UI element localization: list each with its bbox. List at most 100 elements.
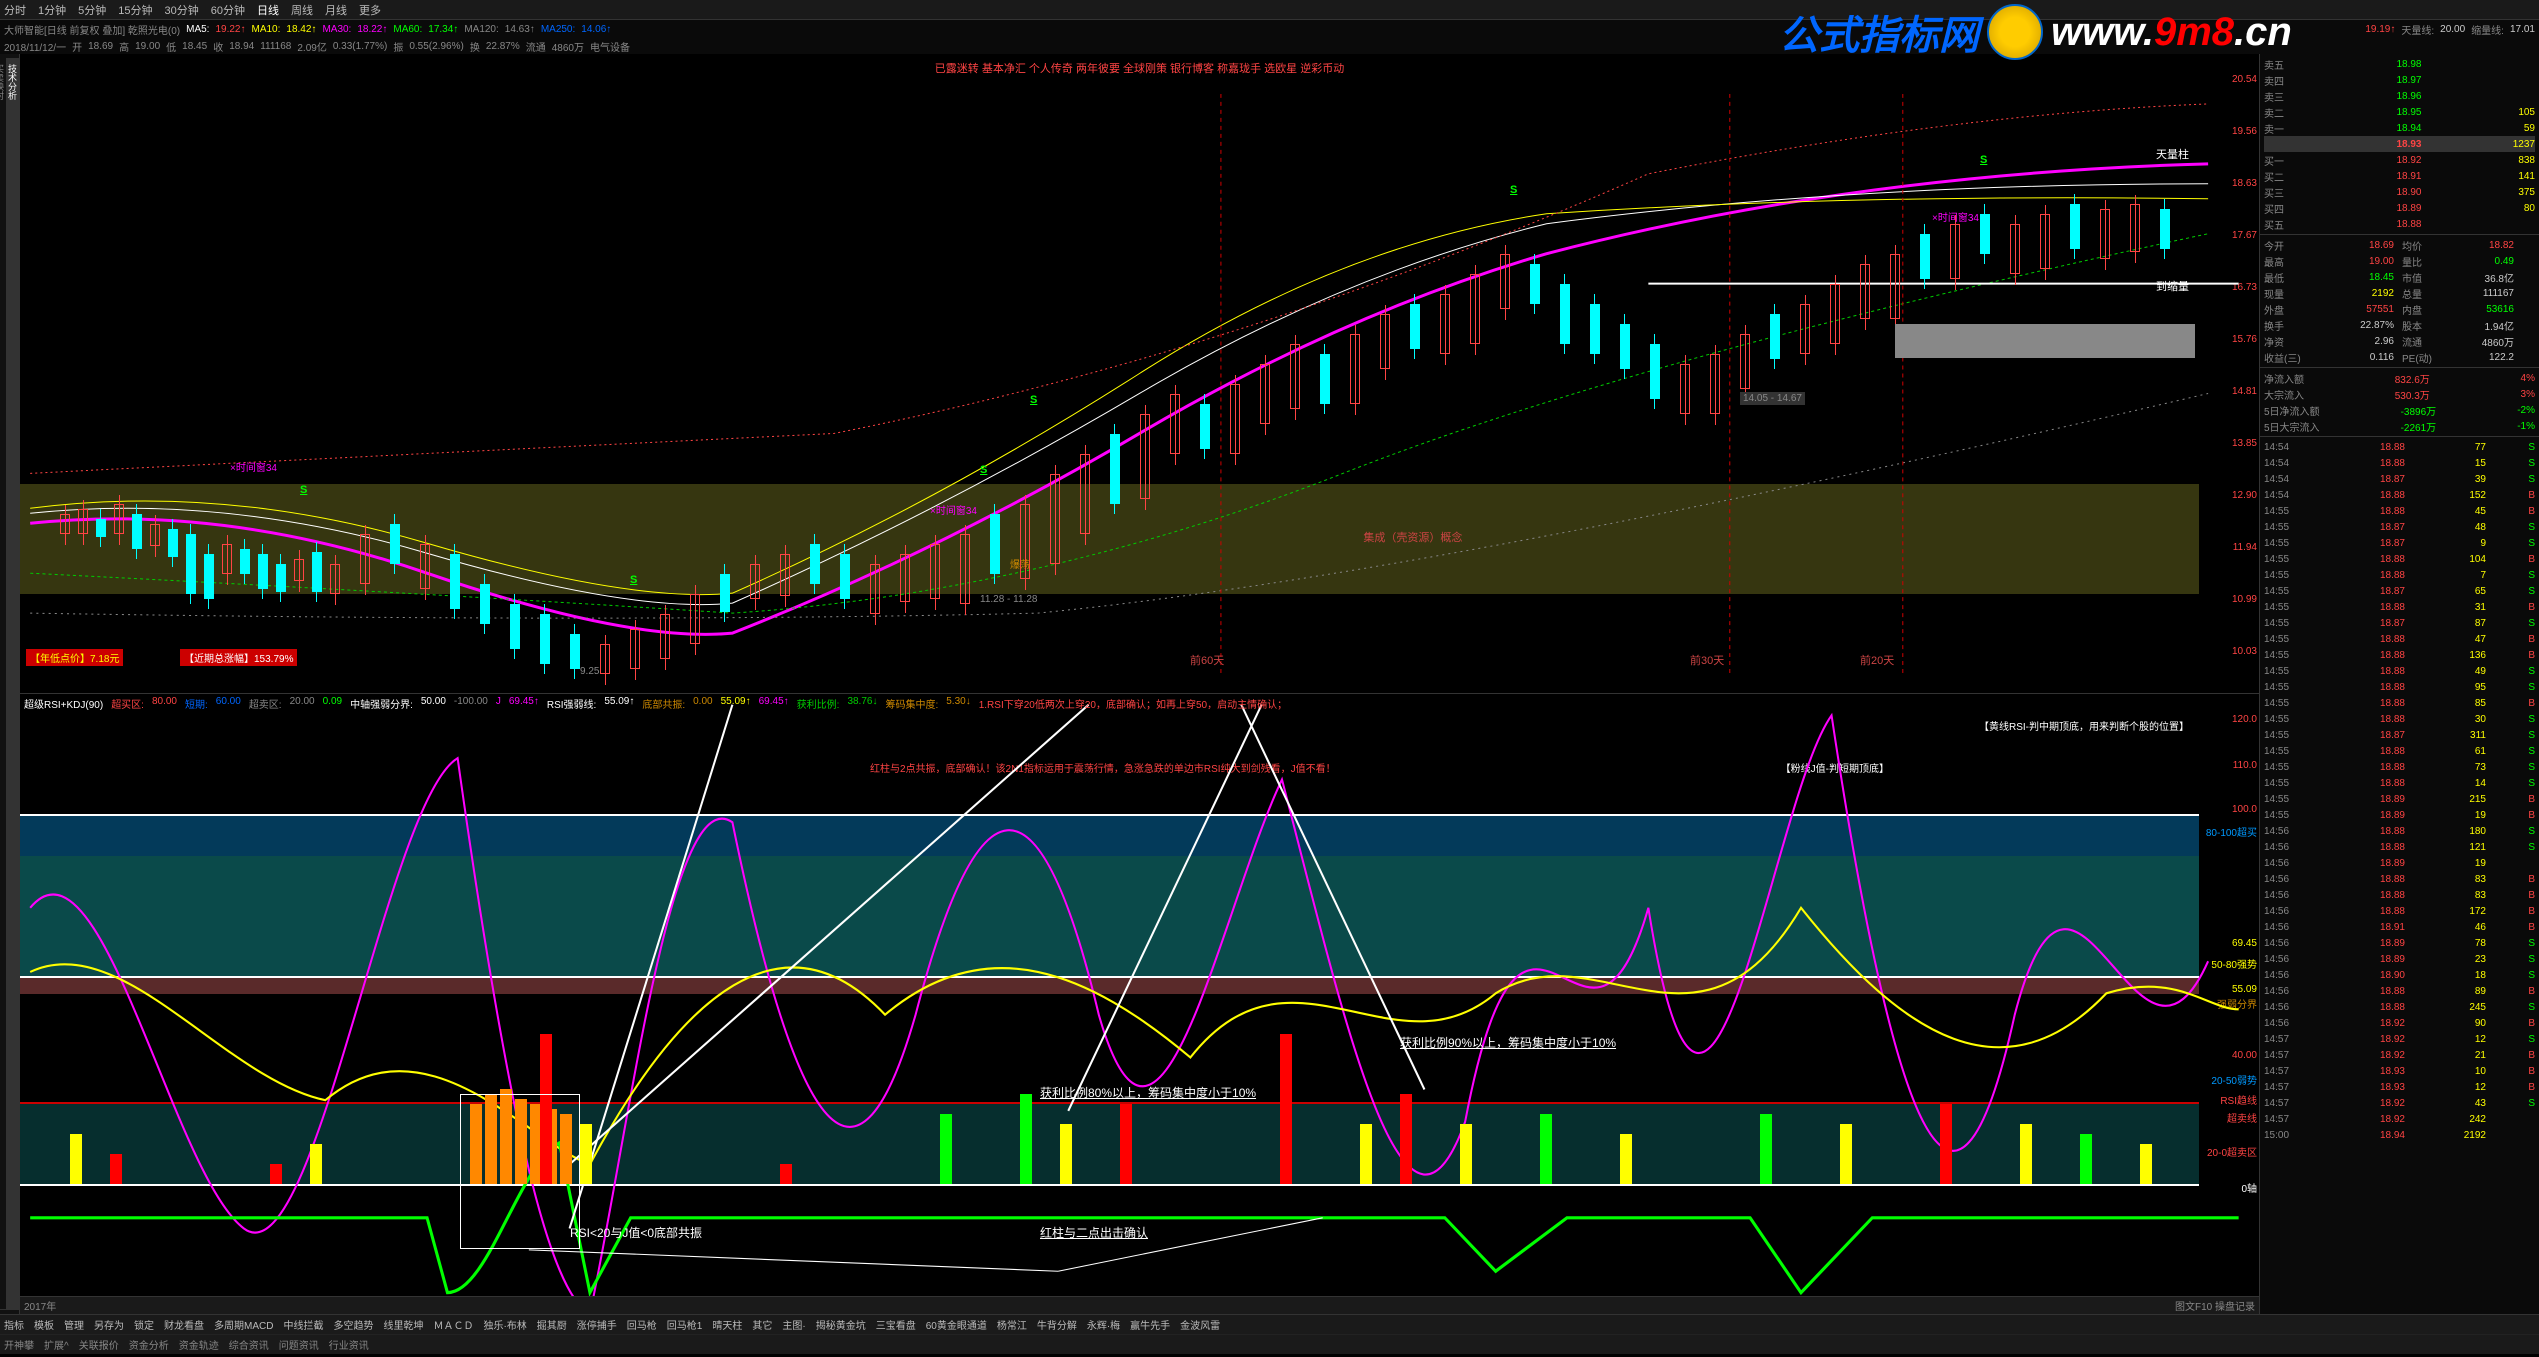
info-tab[interactable]: 综合资讯: [229, 1337, 269, 1352]
indicator-tab[interactable]: 主图·: [782, 1317, 805, 1332]
tick-row[interactable]: 14:5718.9221B: [2264, 1047, 2535, 1063]
tick-row[interactable]: 14:5518.8748S: [2264, 519, 2535, 535]
tick-row[interactable]: 14:5618.8883B: [2264, 871, 2535, 887]
timeframe-tab[interactable]: 更多: [359, 2, 381, 18]
left-tab[interactable]: 买卖映射: [0, 58, 6, 1310]
tick-row[interactable]: 14:5518.8873S: [2264, 759, 2535, 775]
indicator-tab[interactable]: 财龙看盘: [164, 1317, 204, 1332]
bid-row[interactable]: 买一18.92838: [2264, 152, 2535, 168]
tick-row[interactable]: 14:5618.8919: [2264, 855, 2535, 871]
tick-row[interactable]: 14:5618.9018S: [2264, 967, 2535, 983]
tick-row[interactable]: 14:5518.8861S: [2264, 743, 2535, 759]
tick-row[interactable]: 14:5618.8889B: [2264, 983, 2535, 999]
indicator-tab[interactable]: 永辉·梅: [1087, 1317, 1120, 1332]
tick-row[interactable]: 14:5518.8849S: [2264, 663, 2535, 679]
tick-row[interactable]: 14:5618.9290B: [2264, 1015, 2535, 1031]
tick-row[interactable]: 14:5518.8895S: [2264, 679, 2535, 695]
tick-row[interactable]: 14:5718.9212S: [2264, 1031, 2535, 1047]
tick-row[interactable]: 14:5618.88180S: [2264, 823, 2535, 839]
tick-row[interactable]: 14:5718.9310B: [2264, 1063, 2535, 1079]
info-tab[interactable]: 资金轨迹: [179, 1337, 219, 1352]
tick-row[interactable]: 14:5618.88172B: [2264, 903, 2535, 919]
main-chart[interactable]: 已露迷转 基本净汇 个人传奇 两年彼要 全球刚策 银行博客 称嘉珑手 选欧星 逆…: [20, 54, 2259, 694]
tick-row[interactable]: 14:5518.8831B: [2264, 599, 2535, 615]
indicator-tab[interactable]: 三宝看盘: [876, 1317, 916, 1332]
indicator-tab[interactable]: 金波风雷: [1180, 1317, 1220, 1332]
tick-row[interactable]: 14:5518.887S: [2264, 567, 2535, 583]
tick-row[interactable]: 14:5518.8885B: [2264, 695, 2535, 711]
timeframe-tab[interactable]: 5分钟: [78, 2, 106, 18]
info-tab[interactable]: 扩展^: [44, 1337, 69, 1352]
indicator-tab[interactable]: 揭秘黄金坑: [816, 1317, 866, 1332]
tick-row[interactable]: 14:5518.8765S: [2264, 583, 2535, 599]
indicator-tab[interactable]: 中线拦截: [283, 1317, 323, 1332]
indicator-tab[interactable]: ＭＡＣＤ: [433, 1317, 473, 1332]
tick-row[interactable]: 14:5618.8978S: [2264, 935, 2535, 951]
timeframe-tab[interactable]: 周线: [291, 2, 313, 18]
tick-row[interactable]: 14:5618.8883B: [2264, 887, 2535, 903]
indicator-tab[interactable]: 掘其厨: [537, 1317, 567, 1332]
indicator-tab[interactable]: 线里乾坤: [383, 1317, 423, 1332]
indicator-tab[interactable]: 另存为: [94, 1317, 124, 1332]
tick-row[interactable]: 14:5618.9146B: [2264, 919, 2535, 935]
indicator-tab[interactable]: 锁定: [134, 1317, 154, 1332]
indicator-tab[interactable]: 模板: [34, 1317, 54, 1332]
tick-row[interactable]: 14:5518.8845B: [2264, 503, 2535, 519]
tick-row[interactable]: 14:5518.8847B: [2264, 631, 2535, 647]
tick-row[interactable]: 14:5618.88121S: [2264, 839, 2535, 855]
timeframe-tab[interactable]: 15分钟: [118, 2, 152, 18]
indicator-tab[interactable]: 其它: [752, 1317, 772, 1332]
indicator-tab[interactable]: 60黄金眼通道: [926, 1317, 987, 1332]
indicator-tab[interactable]: 指标: [4, 1317, 24, 1332]
left-tab[interactable]: 技术分析: [6, 58, 19, 1310]
info-tab[interactable]: 关联报价: [79, 1337, 119, 1352]
tick-row[interactable]: 15:0018.942192: [2264, 1127, 2535, 1143]
ask-row[interactable]: 卖三18.96: [2264, 88, 2535, 104]
ask-row[interactable]: 卖二18.95105: [2264, 104, 2535, 120]
tick-row[interactable]: 14:5718.9243S: [2264, 1095, 2535, 1111]
indicator-tab[interactable]: 赢牛先手: [1130, 1317, 1170, 1332]
indicator-tab[interactable]: 涨停捕手: [577, 1317, 617, 1332]
tick-row[interactable]: 14:5518.8830S: [2264, 711, 2535, 727]
indicator-tab[interactable]: 管理: [64, 1317, 84, 1332]
tick-row[interactable]: 14:5718.9312B: [2264, 1079, 2535, 1095]
info-tab[interactable]: 资金分析: [129, 1337, 169, 1352]
indicator-tab[interactable]: 多周期MACD: [214, 1317, 273, 1332]
tick-row[interactable]: 14:5418.88152B: [2264, 487, 2535, 503]
tick-row[interactable]: 14:5418.8877S: [2264, 439, 2535, 455]
bid-row[interactable]: 买二18.91141: [2264, 168, 2535, 184]
info-tab[interactable]: 问题资讯: [279, 1337, 319, 1352]
tick-row[interactable]: 14:5518.8919B: [2264, 807, 2535, 823]
tick-row[interactable]: 14:5518.879S: [2264, 535, 2535, 551]
tick-row[interactable]: 14:5518.8814S: [2264, 775, 2535, 791]
tick-row[interactable]: 14:5518.8787S: [2264, 615, 2535, 631]
timeframe-tab[interactable]: 月线: [325, 2, 347, 18]
info-tab[interactable]: 行业资讯: [329, 1337, 369, 1352]
indicator-tab[interactable]: 杨常江: [997, 1317, 1027, 1332]
indicator-tab[interactable]: 牛背分解: [1037, 1317, 1077, 1332]
tick-row[interactable]: 14:5418.8815S: [2264, 455, 2535, 471]
timeframe-tab[interactable]: 分时: [4, 2, 26, 18]
tick-row[interactable]: 14:5518.87311S: [2264, 727, 2535, 743]
ask-row[interactable]: 卖一18.9459: [2264, 120, 2535, 136]
indicator-chart[interactable]: 超级RSI+KDJ(90) 超买区:80.00 短期:60.00 超卖区:20.…: [20, 694, 2259, 1314]
tick-row[interactable]: 14:5518.89215B: [2264, 791, 2535, 807]
tick-list[interactable]: 14:5418.8877S14:5418.8815S14:5418.8739S1…: [2260, 436, 2539, 1314]
timeframe-tab[interactable]: 1分钟: [38, 2, 66, 18]
bid-row[interactable]: 买五18.88: [2264, 216, 2535, 232]
info-tab[interactable]: 开神攀: [4, 1337, 34, 1352]
timeframe-tab[interactable]: 日线: [257, 2, 279, 18]
indicator-tab[interactable]: 回马枪1: [667, 1317, 703, 1332]
tick-row[interactable]: 14:5418.8739S: [2264, 471, 2535, 487]
timeframe-tab[interactable]: 30分钟: [165, 2, 199, 18]
indicator-tab[interactable]: 回马枪: [627, 1317, 657, 1332]
bid-row[interactable]: 买三18.90375: [2264, 184, 2535, 200]
bid-row[interactable]: 买四18.8980: [2264, 200, 2535, 216]
tick-row[interactable]: 14:5618.88245S: [2264, 999, 2535, 1015]
indicator-tab[interactable]: 晴天柱: [712, 1317, 742, 1332]
indicator-tab[interactable]: 多空趋势: [333, 1317, 373, 1332]
timeframe-tab[interactable]: 60分钟: [211, 2, 245, 18]
tick-row[interactable]: 14:5618.8923S: [2264, 951, 2535, 967]
ask-row[interactable]: 卖四18.97: [2264, 72, 2535, 88]
tick-row[interactable]: 14:5518.88104B: [2264, 551, 2535, 567]
